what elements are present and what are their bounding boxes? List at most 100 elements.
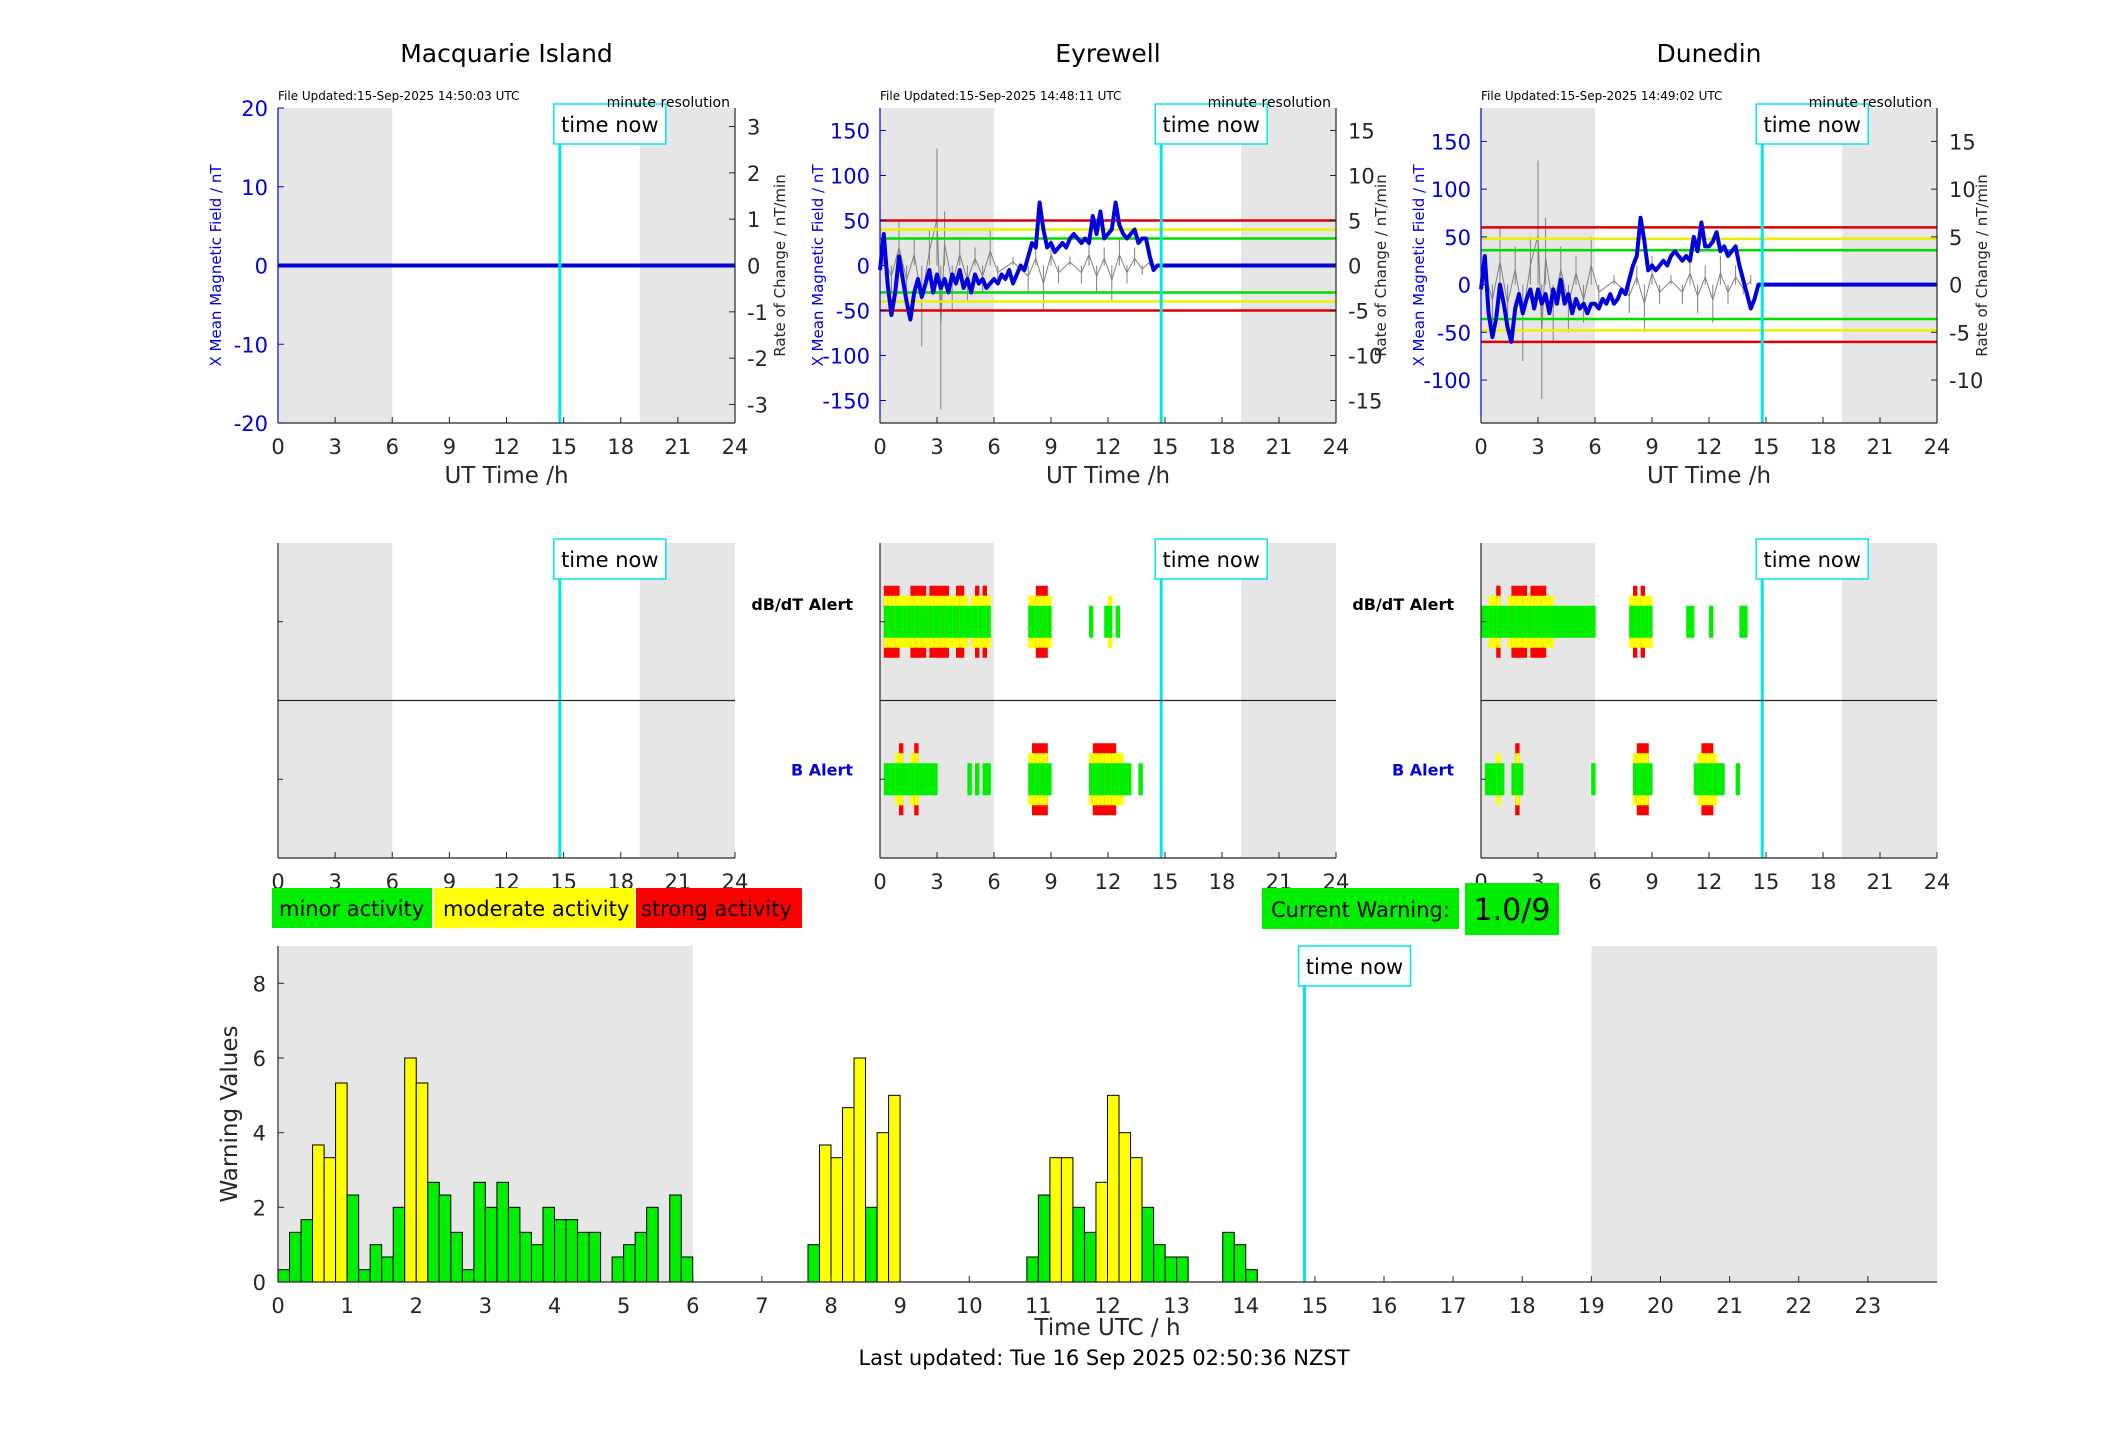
b-alert-cell (925, 763, 930, 796)
dbdt-alert-cell (940, 605, 946, 638)
b-alert-cell (1648, 763, 1653, 796)
dbdt-alert-cell (1484, 605, 1490, 638)
legend-minor-label: minor activity (279, 897, 424, 921)
warning-bar (634, 1231, 648, 1283)
y-left-axis-label: X Mean Magnetic Field / nT (207, 164, 225, 367)
warning-bar (542, 1206, 555, 1283)
dbdt-alert-cell (963, 605, 968, 638)
dbdt-alert-cell (1541, 605, 1547, 638)
warning-bar (1222, 1231, 1235, 1283)
x-tick-label: 5 (617, 1294, 630, 1318)
b-alert-cell (1705, 763, 1710, 796)
x-tick-label: 3 (930, 870, 943, 894)
dbdt-alert-cell (1709, 605, 1714, 638)
warning-bar (1245, 1269, 1258, 1283)
y-left-tick-label: 150 (1431, 130, 1471, 154)
time-now-label: time now (1162, 548, 1259, 572)
dbdt-alert-cell (1568, 605, 1573, 638)
legend-strong-swatch (636, 888, 802, 928)
y-left-tick-label: 20 (241, 97, 268, 121)
b-alert-cell (1591, 763, 1596, 796)
file-updated-text: File Updated:15-Sep-2025 14:49:02 UTC (1481, 89, 1722, 103)
x-tick-label: 12 (1095, 435, 1122, 459)
b-alert-cell (1115, 763, 1120, 796)
legend-moderate-label: moderate activity (443, 897, 629, 921)
warning-bar (1130, 1157, 1143, 1283)
y-right-tick-label: -3 (747, 393, 768, 417)
dbdt-alert-cell (1564, 605, 1569, 638)
dbdt-alert-cell (1633, 605, 1638, 638)
dbdt-alert-cell (1488, 605, 1493, 638)
b-alert-cell (895, 763, 900, 796)
warning-bar (1026, 1256, 1039, 1283)
y-right-tick-label: -1 (747, 301, 768, 325)
y-right-tick-label: 0 (1348, 255, 1361, 279)
b-alert-cell (891, 763, 896, 796)
y-right-tick-label: -5 (1348, 300, 1369, 324)
x-tick-label: 7 (755, 1294, 768, 1318)
dbdt-alert-cell (910, 605, 915, 638)
b-alert-cell (1644, 763, 1649, 796)
time-now-label-box (1154, 538, 1268, 580)
dbdt-alert-cell (982, 605, 987, 638)
y-right-tick-label: -10 (1348, 345, 1382, 369)
x-tick-label: 21 (665, 435, 692, 459)
b-alert-cell (1720, 763, 1725, 796)
y-tick-label: 4 (253, 1122, 266, 1146)
dbdt-alert-cell (1579, 605, 1585, 638)
resolution-text: minute resolution (1809, 95, 1932, 111)
y-right-tick-label: 10 (1348, 165, 1375, 189)
y-right-tick-label: 15 (1348, 120, 1375, 144)
b-alert-cell (1716, 763, 1721, 796)
y-tick-label: 8 (253, 972, 266, 996)
warning-bar (1060, 1157, 1074, 1283)
x-tick-label: 18 (1209, 870, 1236, 894)
x-tick-label: 9 (893, 1294, 906, 1318)
warning-bar (369, 1244, 383, 1283)
dbdt-alert-cell (1587, 605, 1592, 638)
axes-layer (277, 107, 1938, 1283)
x-tick-label: 15 (1152, 870, 1179, 894)
warning-bar (289, 1231, 302, 1283)
dbdt-alert-cell (883, 605, 889, 638)
time-now-label: time now (1162, 113, 1259, 137)
dbdt-alert-cell (1032, 605, 1037, 638)
current-warning: Current Warning: 1.0/9 (1262, 883, 1559, 935)
warning-bar (842, 1107, 855, 1283)
y-left-tick-label: -50 (1437, 321, 1471, 345)
dbdt-alert-cell (986, 605, 991, 638)
dbdt-alert-cell (1511, 605, 1516, 638)
dbdt-alert-cell (1636, 605, 1642, 638)
b-alert-cell (1047, 763, 1052, 796)
warning-bar (1164, 1256, 1178, 1283)
x-tick-label: 0 (1474, 435, 1487, 459)
x-tick-label: 9 (1645, 870, 1658, 894)
time-now-label: time now (1763, 548, 1860, 572)
dbdt-alert-cell (1043, 605, 1048, 638)
warning-bar (1049, 1157, 1062, 1283)
x-tick-label: 24 (1924, 870, 1951, 894)
y-right-tick-label: 10 (1949, 178, 1976, 202)
b-alert-cell (929, 763, 934, 796)
station-title: Dunedin (1657, 39, 1762, 68)
b-alert-cell (883, 763, 889, 796)
x-tick-label: 22 (1785, 1294, 1812, 1318)
x-tick-label: 6 (1588, 435, 1601, 459)
x-tick-label: 4 (548, 1294, 561, 1318)
time-now-label-box (1755, 538, 1869, 580)
warning-bar (427, 1181, 440, 1283)
x-tick-label: 21 (1716, 1294, 1743, 1318)
dbdt-alert-cell (1583, 605, 1588, 638)
b-alert-label: B Alert (791, 760, 853, 779)
b-alert-cell (914, 763, 919, 796)
dbdt-alert-cell (925, 605, 930, 638)
y-right-tick-label: 0 (747, 255, 760, 279)
x-tick-label: 12 (1094, 1294, 1121, 1318)
dbdt-alert-cell (956, 605, 961, 638)
b-alert-cell (1500, 763, 1505, 796)
y-axis-label: Warning Values (217, 1025, 243, 1202)
y-right-tick-label: 1 (747, 208, 760, 232)
x-tick-label: 6 (686, 1294, 699, 1318)
dbdt-alert-cell (929, 605, 934, 638)
dbdt-alert-cell (1572, 605, 1577, 638)
